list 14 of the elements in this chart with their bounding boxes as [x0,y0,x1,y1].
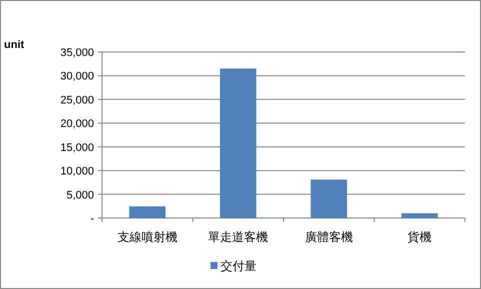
y-tick-label: 20,000 [60,118,94,130]
y-tick-label: 5,000 [66,189,94,202]
y-tick-label: 25,000 [60,94,94,106]
legend-label: 交付量 [220,259,256,273]
y-tick-label: 30,000 [60,70,94,83]
y-axis-title: unit [4,39,24,51]
y-tick-label: 10,000 [60,166,94,178]
x-tick-label: 支線噴射機 [117,230,178,244]
x-tick-label: 廣體客機 [304,230,353,244]
y-tick-label: - [90,213,94,225]
x-tick-label: 單走道客機 [208,230,268,244]
y-tick-label: 35,000 [60,47,94,59]
x-tick-label: 貨機 [408,230,432,244]
y-tick-label: 15,000 [60,142,94,154]
